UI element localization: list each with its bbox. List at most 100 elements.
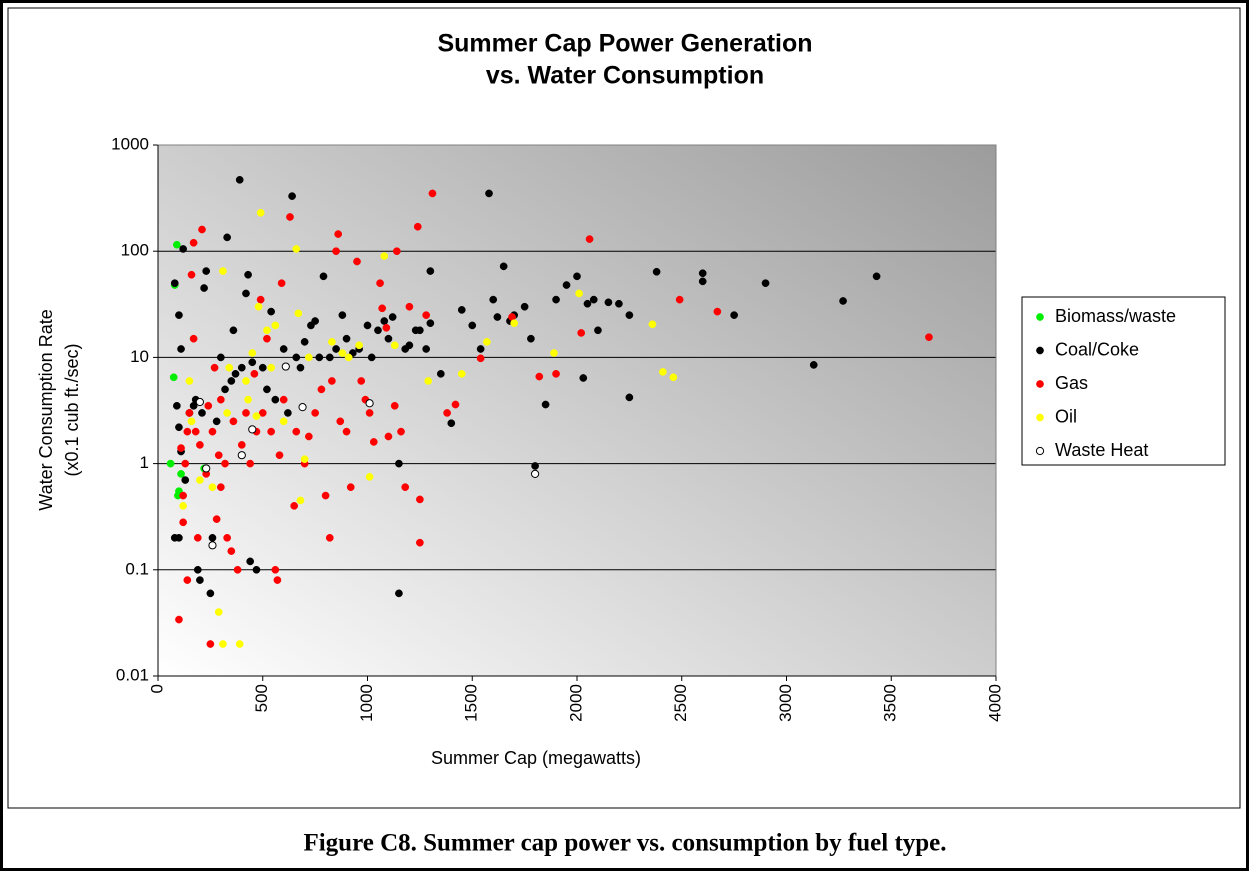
point bbox=[493, 313, 502, 321]
point bbox=[267, 307, 275, 316]
point bbox=[390, 401, 399, 410]
point bbox=[248, 358, 257, 367]
x-tick-label: 500 bbox=[252, 684, 271, 712]
point bbox=[315, 353, 324, 362]
point bbox=[447, 419, 456, 428]
point bbox=[196, 476, 204, 484]
point bbox=[713, 307, 722, 316]
point bbox=[181, 476, 190, 484]
point bbox=[839, 297, 847, 305]
point bbox=[290, 502, 299, 510]
point bbox=[319, 272, 328, 281]
point bbox=[227, 547, 236, 555]
point bbox=[457, 370, 466, 378]
point bbox=[392, 247, 401, 256]
point bbox=[179, 491, 187, 500]
point bbox=[510, 319, 519, 328]
point bbox=[325, 533, 334, 542]
x-axis-label: Summer Cap (megawatts) bbox=[431, 748, 641, 768]
point bbox=[252, 565, 261, 574]
point bbox=[267, 427, 275, 436]
point bbox=[363, 321, 372, 330]
legend-label: Coal/Coke bbox=[1055, 339, 1139, 359]
point bbox=[256, 295, 265, 304]
point bbox=[384, 432, 393, 441]
point bbox=[552, 370, 560, 378]
point bbox=[550, 349, 558, 357]
point bbox=[248, 425, 257, 434]
point bbox=[334, 230, 343, 238]
point bbox=[217, 353, 225, 362]
point bbox=[411, 326, 420, 335]
point bbox=[185, 377, 194, 385]
y-tick-label: 100 bbox=[121, 241, 149, 260]
point bbox=[325, 353, 334, 362]
point bbox=[206, 640, 215, 648]
point bbox=[378, 304, 387, 313]
point bbox=[204, 401, 213, 410]
point bbox=[294, 309, 303, 318]
point bbox=[468, 321, 477, 330]
point bbox=[244, 270, 252, 279]
point bbox=[355, 341, 363, 350]
point bbox=[179, 518, 187, 527]
point bbox=[615, 299, 623, 308]
point bbox=[321, 491, 330, 500]
point bbox=[175, 311, 183, 319]
point bbox=[332, 345, 340, 353]
point bbox=[384, 334, 393, 343]
point bbox=[221, 385, 229, 394]
y-axis-label: Water Consumption Rate bbox=[36, 309, 56, 510]
point bbox=[535, 372, 544, 381]
legend-box bbox=[1021, 296, 1226, 466]
point bbox=[175, 533, 183, 542]
point bbox=[401, 483, 410, 492]
point bbox=[237, 451, 246, 460]
x-tick-label: 2500 bbox=[671, 684, 690, 722]
point bbox=[235, 175, 244, 184]
point bbox=[208, 427, 217, 436]
point bbox=[388, 313, 397, 321]
point bbox=[187, 417, 196, 426]
point bbox=[242, 289, 250, 298]
point bbox=[284, 409, 292, 417]
y-tick-label: 10 bbox=[130, 347, 149, 366]
point bbox=[279, 417, 288, 426]
point bbox=[344, 353, 353, 362]
point bbox=[198, 409, 206, 417]
point bbox=[296, 363, 305, 372]
point bbox=[169, 373, 178, 382]
point bbox=[342, 334, 351, 343]
point bbox=[219, 267, 227, 275]
point bbox=[267, 363, 275, 372]
point bbox=[376, 279, 384, 288]
point bbox=[179, 502, 187, 510]
point bbox=[395, 589, 403, 598]
point bbox=[271, 395, 280, 404]
point bbox=[527, 334, 535, 343]
point bbox=[443, 409, 451, 417]
point bbox=[332, 247, 340, 256]
point bbox=[369, 438, 378, 446]
point bbox=[625, 393, 634, 402]
point bbox=[212, 515, 221, 523]
point bbox=[562, 281, 571, 289]
point bbox=[346, 483, 355, 492]
point bbox=[328, 338, 336, 346]
point bbox=[221, 459, 229, 468]
point bbox=[177, 345, 185, 353]
point bbox=[579, 374, 588, 382]
point bbox=[206, 589, 215, 598]
x-tick-label: 2000 bbox=[566, 684, 585, 722]
point bbox=[279, 345, 288, 353]
point bbox=[436, 370, 445, 378]
point bbox=[405, 302, 414, 311]
point bbox=[193, 533, 202, 542]
legend-marker bbox=[1036, 380, 1044, 388]
point bbox=[246, 557, 255, 566]
point bbox=[575, 289, 583, 298]
point bbox=[202, 267, 211, 275]
point bbox=[229, 326, 238, 335]
point bbox=[185, 409, 194, 417]
legend-label: Waste Heat bbox=[1055, 440, 1148, 460]
